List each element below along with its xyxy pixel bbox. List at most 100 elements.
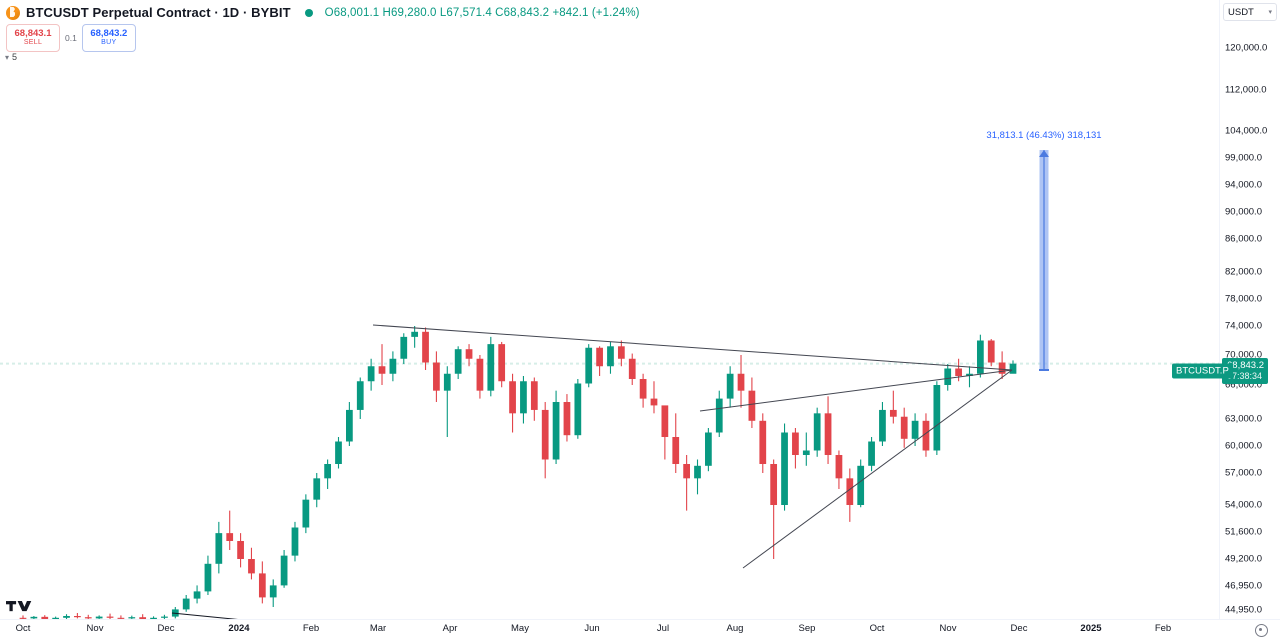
candle — [139, 617, 147, 619]
lot-size-selector[interactable]: ▾ 5 — [5, 52, 17, 62]
candle — [574, 383, 582, 436]
candle — [346, 409, 353, 442]
price-tick: 46,950.0 — [1225, 580, 1262, 592]
mid-ascending-support[interactable] — [699, 369, 1013, 412]
candle — [911, 420, 919, 439]
candle — [694, 465, 701, 479]
price-tick: 99,000.0 — [1225, 152, 1262, 164]
time-tick: Sep — [798, 623, 816, 634]
candle — [19, 617, 27, 619]
candle — [63, 616, 70, 618]
price-tick: 49,200.0 — [1225, 553, 1262, 565]
candle-series — [19, 326, 1017, 620]
candle — [465, 349, 473, 359]
time-tick: 2025 — [1080, 623, 1102, 634]
candle — [661, 405, 669, 437]
candle — [683, 464, 690, 479]
candle — [541, 409, 549, 460]
candle — [400, 336, 408, 359]
candle — [117, 617, 125, 619]
price-tick: 94,000.0 — [1225, 179, 1262, 191]
candle — [1009, 363, 1017, 374]
candle — [182, 598, 190, 610]
candle — [433, 362, 440, 391]
time-tick: Nov — [86, 623, 104, 634]
clock-icon[interactable] — [1255, 624, 1268, 637]
candle — [857, 465, 865, 505]
candle — [955, 368, 962, 376]
time-tick: Feb — [302, 623, 320, 634]
trendline-group[interactable] — [171, 324, 1013, 620]
price-tick: 54,000.0 — [1225, 499, 1262, 511]
candle — [737, 373, 745, 391]
buy-price: 68,843.2 — [90, 28, 128, 40]
page-title[interactable]: BTCUSDT Perpetual Contract · 1D · BYBIT — [26, 5, 291, 20]
candle — [193, 591, 201, 599]
symbol-price-tag: BTCUSDT.P — [1172, 363, 1233, 379]
price-scale[interactable]: USDT ▾ 120,000.0 112,000.0 104,000.0 99,000… — [1219, 0, 1280, 639]
candle — [792, 432, 799, 455]
time-tick: Oct — [869, 623, 885, 634]
candle — [52, 617, 60, 619]
price-tick: 70,000.0 — [1225, 349, 1262, 361]
candle — [237, 541, 244, 559]
candle — [498, 344, 506, 382]
current-price-badge: 68,843.2 07:38:34 — [1222, 358, 1268, 384]
candle — [824, 413, 832, 455]
candle — [487, 344, 495, 391]
candle — [150, 617, 157, 619]
price-tick: 90,000.0 — [1225, 206, 1262, 218]
candle — [552, 402, 560, 460]
lot-size-value: 5 — [12, 52, 18, 62]
sell-button[interactable]: 68,843.1 SELL — [6, 24, 60, 52]
candle — [269, 585, 277, 598]
lower-ascending-support[interactable] — [742, 369, 1013, 569]
candle — [715, 398, 723, 433]
time-tick: Mar — [369, 623, 387, 634]
upper-descending-resistance[interactable] — [372, 324, 1013, 371]
candle — [835, 455, 843, 479]
candle — [628, 358, 636, 379]
candle — [389, 358, 397, 374]
candle — [900, 416, 908, 439]
candle — [476, 358, 484, 391]
early-descending-line[interactable] — [171, 612, 244, 620]
sell-label: SELL — [23, 39, 43, 47]
buy-button[interactable]: 68,843.2 BUY — [81, 24, 136, 52]
candle — [639, 379, 647, 399]
measure-tool[interactable] — [1039, 150, 1049, 371]
candle — [705, 432, 712, 466]
chart-legend: BTCUSDT Perpetual Contract · 1D · BYBIT … — [6, 5, 640, 20]
price-tick: 74,000.0 — [1225, 320, 1262, 332]
bitcoin-icon — [6, 5, 20, 20]
candle — [161, 616, 168, 618]
currency-selector[interactable]: USDT ▾ — [1223, 3, 1277, 21]
candle — [596, 347, 603, 367]
candle — [944, 368, 952, 385]
candle — [248, 559, 255, 574]
candlestick-canvas[interactable] — [0, 0, 1220, 620]
time-scale[interactable]: Oct Nov Dec 2024 Feb Mar Apr May Jun Jul Aug Sep Oct… — [0, 619, 1280, 639]
candle — [672, 437, 680, 464]
price-tick: 57,000.0 — [1225, 467, 1262, 479]
candle — [411, 331, 419, 337]
currency-label: USDT — [1228, 6, 1254, 18]
candle — [617, 346, 625, 359]
chart-pane[interactable] — [0, 0, 1220, 620]
price-tick: 44,950.0 — [1225, 604, 1262, 616]
time-tick: Jul — [656, 623, 670, 634]
candle — [922, 420, 930, 451]
candle — [335, 441, 342, 464]
order-quantity[interactable]: 0.1 — [65, 33, 77, 43]
candle — [520, 381, 527, 414]
time-tick: Dec — [157, 623, 175, 634]
chevron-down-icon: ▾ — [5, 52, 10, 62]
candle — [258, 573, 266, 598]
candle — [106, 616, 114, 618]
candle — [30, 616, 38, 619]
candle — [748, 390, 756, 421]
price-tick: 78,000.0 — [1225, 293, 1262, 305]
candle — [367, 366, 375, 382]
measure-annotation-label: 31,813.1 (46.43%) 318,131 — [986, 130, 1102, 141]
candle — [509, 381, 516, 414]
